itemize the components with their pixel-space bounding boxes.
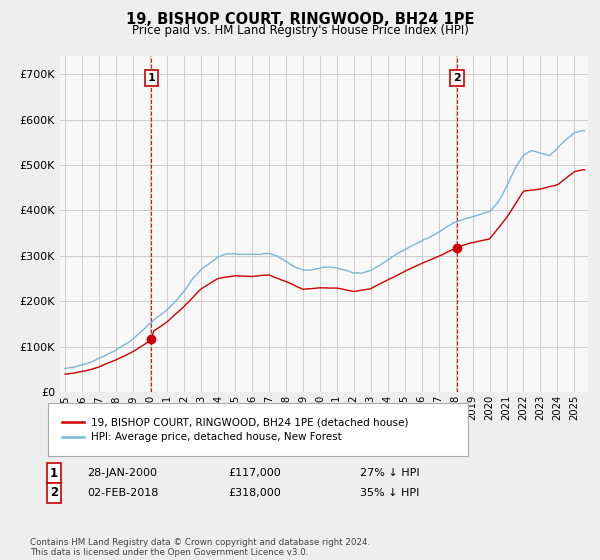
Text: 35% ↓ HPI: 35% ↓ HPI — [360, 488, 419, 498]
Text: 28-JAN-2000: 28-JAN-2000 — [87, 468, 157, 478]
Text: 27% ↓ HPI: 27% ↓ HPI — [360, 468, 419, 478]
Text: 19, BISHOP COURT, RINGWOOD, BH24 1PE: 19, BISHOP COURT, RINGWOOD, BH24 1PE — [126, 12, 474, 27]
Text: Contains HM Land Registry data © Crown copyright and database right 2024.
This d: Contains HM Land Registry data © Crown c… — [30, 538, 370, 557]
Text: 02-FEB-2018: 02-FEB-2018 — [87, 488, 158, 498]
Text: £117,000: £117,000 — [228, 468, 281, 478]
FancyBboxPatch shape — [48, 403, 468, 456]
Legend: 19, BISHOP COURT, RINGWOOD, BH24 1PE (detached house), HPI: Average price, detac: 19, BISHOP COURT, RINGWOOD, BH24 1PE (de… — [58, 413, 412, 446]
Text: 1: 1 — [50, 466, 58, 480]
Text: 2: 2 — [453, 73, 461, 83]
Text: 1: 1 — [148, 73, 155, 83]
Text: £318,000: £318,000 — [228, 488, 281, 498]
Text: 2: 2 — [50, 486, 58, 500]
Text: Price paid vs. HM Land Registry's House Price Index (HPI): Price paid vs. HM Land Registry's House … — [131, 24, 469, 36]
